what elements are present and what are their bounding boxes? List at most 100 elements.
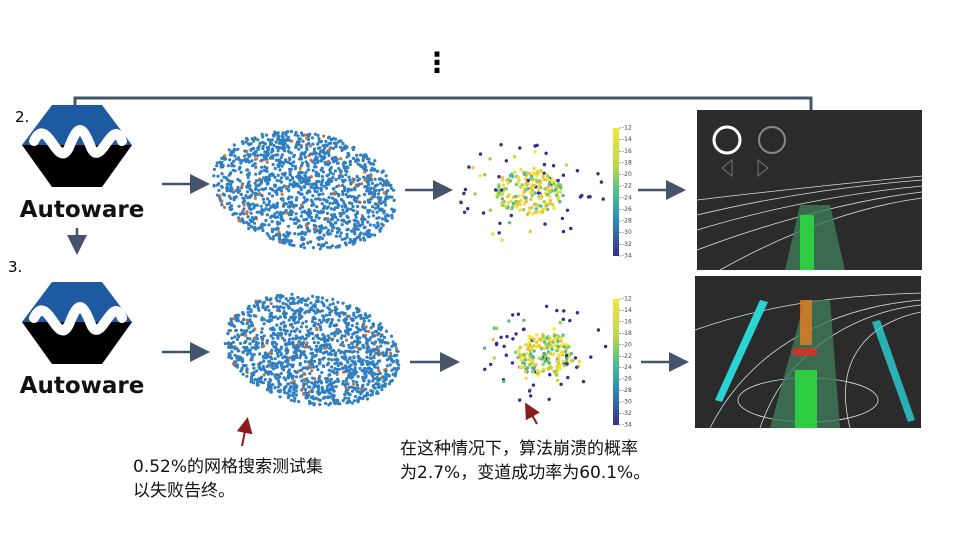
point [530,370,535,374]
point [263,142,268,146]
point [524,370,528,374]
point [527,210,531,215]
point [254,216,258,220]
point [381,379,386,383]
point [513,170,517,174]
point [349,207,353,211]
point [316,368,320,372]
point [317,392,321,396]
point [318,247,322,251]
point [345,155,349,159]
point [330,229,334,233]
point [257,363,261,367]
point [272,143,276,148]
point [282,161,286,166]
point [309,396,314,400]
point [249,211,253,215]
point [368,314,372,318]
point [367,362,371,366]
point [377,382,381,386]
point [350,229,354,233]
point [243,154,247,158]
point [279,322,283,326]
point [265,160,269,164]
point [250,137,254,141]
point [316,236,320,240]
point [230,180,234,184]
point [362,175,366,179]
point [390,216,394,220]
point [350,389,355,393]
point [284,158,288,162]
point [555,193,559,197]
point [389,351,393,355]
point [332,398,336,402]
point [281,356,285,360]
point [352,311,356,315]
point [328,346,332,350]
point [356,350,360,354]
point [306,334,311,338]
point [348,237,352,241]
point [332,213,337,217]
point [278,299,282,303]
point [286,299,290,303]
point [299,316,303,320]
point [363,178,367,182]
point [286,224,291,228]
point [334,305,338,309]
point [264,218,268,223]
point [249,309,253,314]
point [246,201,250,205]
logo-text: Autoware [20,197,145,223]
point [314,384,319,388]
point [261,140,265,144]
point [281,218,285,223]
point [355,383,359,387]
point [377,337,381,342]
point [388,348,392,352]
point [269,327,273,331]
point [309,358,314,362]
point [354,370,359,374]
point [266,197,270,201]
point [319,320,323,325]
point [397,363,401,367]
point [334,323,338,327]
point [522,327,526,331]
point [295,353,299,357]
point [564,353,569,358]
point [298,178,302,182]
point [528,340,532,345]
point [558,363,562,367]
point [313,324,317,328]
point [534,203,539,207]
point [290,322,294,326]
point [378,199,382,203]
point [301,205,305,209]
point [559,339,563,343]
point [303,353,307,357]
point [387,374,391,378]
point [371,205,375,209]
point [459,200,463,205]
point [212,183,216,187]
point [316,389,320,394]
point [269,334,273,338]
point [379,344,383,348]
point [372,194,376,198]
point [330,244,334,248]
point [310,369,314,373]
point [273,166,277,171]
point [526,187,530,191]
point [311,194,315,198]
point [270,154,274,158]
point [289,398,294,402]
point [237,219,241,223]
point [264,186,268,191]
point [288,231,292,235]
point [556,344,560,349]
point [365,397,370,401]
point [305,191,309,195]
point [558,321,562,325]
